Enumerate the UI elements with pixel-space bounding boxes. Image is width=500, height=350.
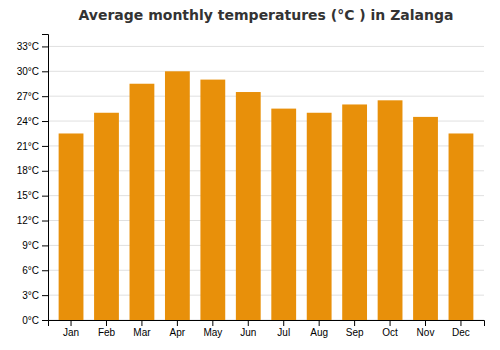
y-tick-mark [42, 146, 48, 147]
bars [59, 71, 474, 320]
x-tick-label: May [203, 327, 222, 338]
x-tick: May [203, 320, 222, 338]
bar [165, 71, 190, 320]
y-tick-label: 18°C [17, 165, 39, 176]
x-tick-mark [141, 320, 142, 326]
y-tick-label: 27°C [17, 91, 39, 102]
y-tick: 24°C [17, 116, 48, 127]
y-tick-mark [42, 96, 48, 97]
y-tick: 30°C [17, 66, 48, 77]
y-tick-label: 33°C [17, 41, 39, 52]
bar [94, 113, 119, 320]
y-tick-mark [42, 171, 48, 172]
y-tick-mark [42, 221, 48, 222]
grid [48, 46, 484, 320]
x-axis: Jan Feb Mar Apr May Jun Jul Aug Sep Oct Nov Dec [49, 320, 485, 338]
x-tick: Dec [452, 320, 470, 338]
x-tick-mark [354, 320, 355, 326]
y-tick: 21°C [17, 141, 48, 152]
y-tick-mark [42, 270, 48, 271]
chart-container: 0°C 3°C 6°C 9°C 12°C 15°C 18°C 21°C 24°C 27°C 30°C… [0, 0, 500, 350]
y-tick: 6°C [22, 265, 48, 276]
x-tick-mark [177, 320, 178, 326]
chart-svg: 0°C 3°C 6°C 9°C 12°C 15°C 18°C 21°C 24°C 27°C 30°C… [0, 0, 500, 350]
y-tick-mark [42, 245, 48, 246]
x-tick: Nov [417, 320, 435, 338]
x-tick-label: Nov [417, 327, 435, 338]
y-tick: 12°C [17, 215, 48, 226]
x-tick-mark [106, 320, 107, 326]
y-tick-mark [42, 196, 48, 197]
x-tick-label: Jul [277, 327, 290, 338]
x-tick-label: Feb [98, 327, 116, 338]
y-tick-mark [42, 46, 48, 47]
x-tick-mark [319, 320, 320, 326]
x-tick-mark [390, 320, 391, 326]
y-tick-label: 15°C [17, 190, 39, 201]
bar [236, 92, 261, 320]
x-tick-label: Apr [170, 327, 186, 338]
x-tick-mark [425, 320, 426, 326]
y-tick-label: 0°C [22, 315, 39, 326]
y-axis: 0°C 3°C 6°C 9°C 12°C 15°C 18°C 21°C 24°C 27°C 30°C… [17, 35, 49, 326]
y-tick: 0°C [22, 315, 48, 326]
y-tick-label: 9°C [22, 240, 39, 251]
x-tick: Apr [170, 320, 186, 338]
grid-line [48, 96, 484, 97]
y-tick-label: 21°C [17, 141, 39, 152]
y-tick-mark [42, 320, 48, 321]
bar [378, 100, 403, 320]
bar [307, 113, 332, 320]
x-tick: Aug [310, 320, 328, 338]
bar [413, 117, 438, 320]
grid-line [48, 71, 484, 72]
x-tick-label: Mar [133, 327, 151, 338]
x-tick-mark [460, 320, 461, 326]
x-tick-label: Sep [346, 327, 364, 338]
y-tick-label: 6°C [22, 265, 39, 276]
y-tick: 15°C [17, 190, 48, 201]
x-tick-label: Oct [382, 327, 398, 338]
y-tick-label: 24°C [17, 116, 39, 127]
y-axis-line [42, 35, 49, 321]
x-tick: Mar [133, 320, 151, 338]
x-tick: Oct [382, 320, 398, 338]
bar [449, 133, 474, 320]
x-tick: Feb [98, 320, 116, 338]
x-tick-mark [283, 320, 284, 326]
y-tick-mark [42, 121, 48, 122]
y-tick-mark [42, 295, 48, 296]
y-tick-label: 3°C [22, 290, 39, 301]
y-tick: 18°C [17, 165, 48, 176]
x-tick-label: Jun [240, 327, 256, 338]
x-tick-mark [212, 320, 213, 326]
y-tick: 3°C [22, 290, 48, 301]
x-tick-label: Dec [452, 327, 470, 338]
y-tick: 27°C [17, 91, 48, 102]
x-tick: Jul [277, 320, 290, 338]
bar [342, 104, 367, 320]
x-tick: Sep [346, 320, 364, 338]
x-tick-mark [71, 320, 72, 326]
x-tick-label: Jan [63, 327, 79, 338]
y-tick-label: 30°C [17, 66, 39, 77]
x-tick: Jan [63, 320, 79, 338]
plot: 0°C 3°C 6°C 9°C 12°C 15°C 18°C 21°C 24°C 27°C 30°C… [17, 35, 485, 339]
y-tick: 33°C [17, 41, 48, 52]
y-tick-label: 12°C [17, 215, 39, 226]
x-tick: Jun [240, 320, 256, 338]
bar [200, 80, 225, 320]
x-tick-label: Aug [310, 327, 328, 338]
y-tick: 9°C [22, 240, 48, 251]
bar [271, 109, 296, 320]
bar [130, 84, 155, 320]
bar [59, 133, 84, 320]
title: Average monthly temperatures (°C ) in Za… [79, 7, 454, 23]
grid-line [48, 46, 484, 47]
x-axis-line [49, 321, 485, 327]
y-tick-mark [42, 71, 48, 72]
x-tick-mark [248, 320, 249, 326]
